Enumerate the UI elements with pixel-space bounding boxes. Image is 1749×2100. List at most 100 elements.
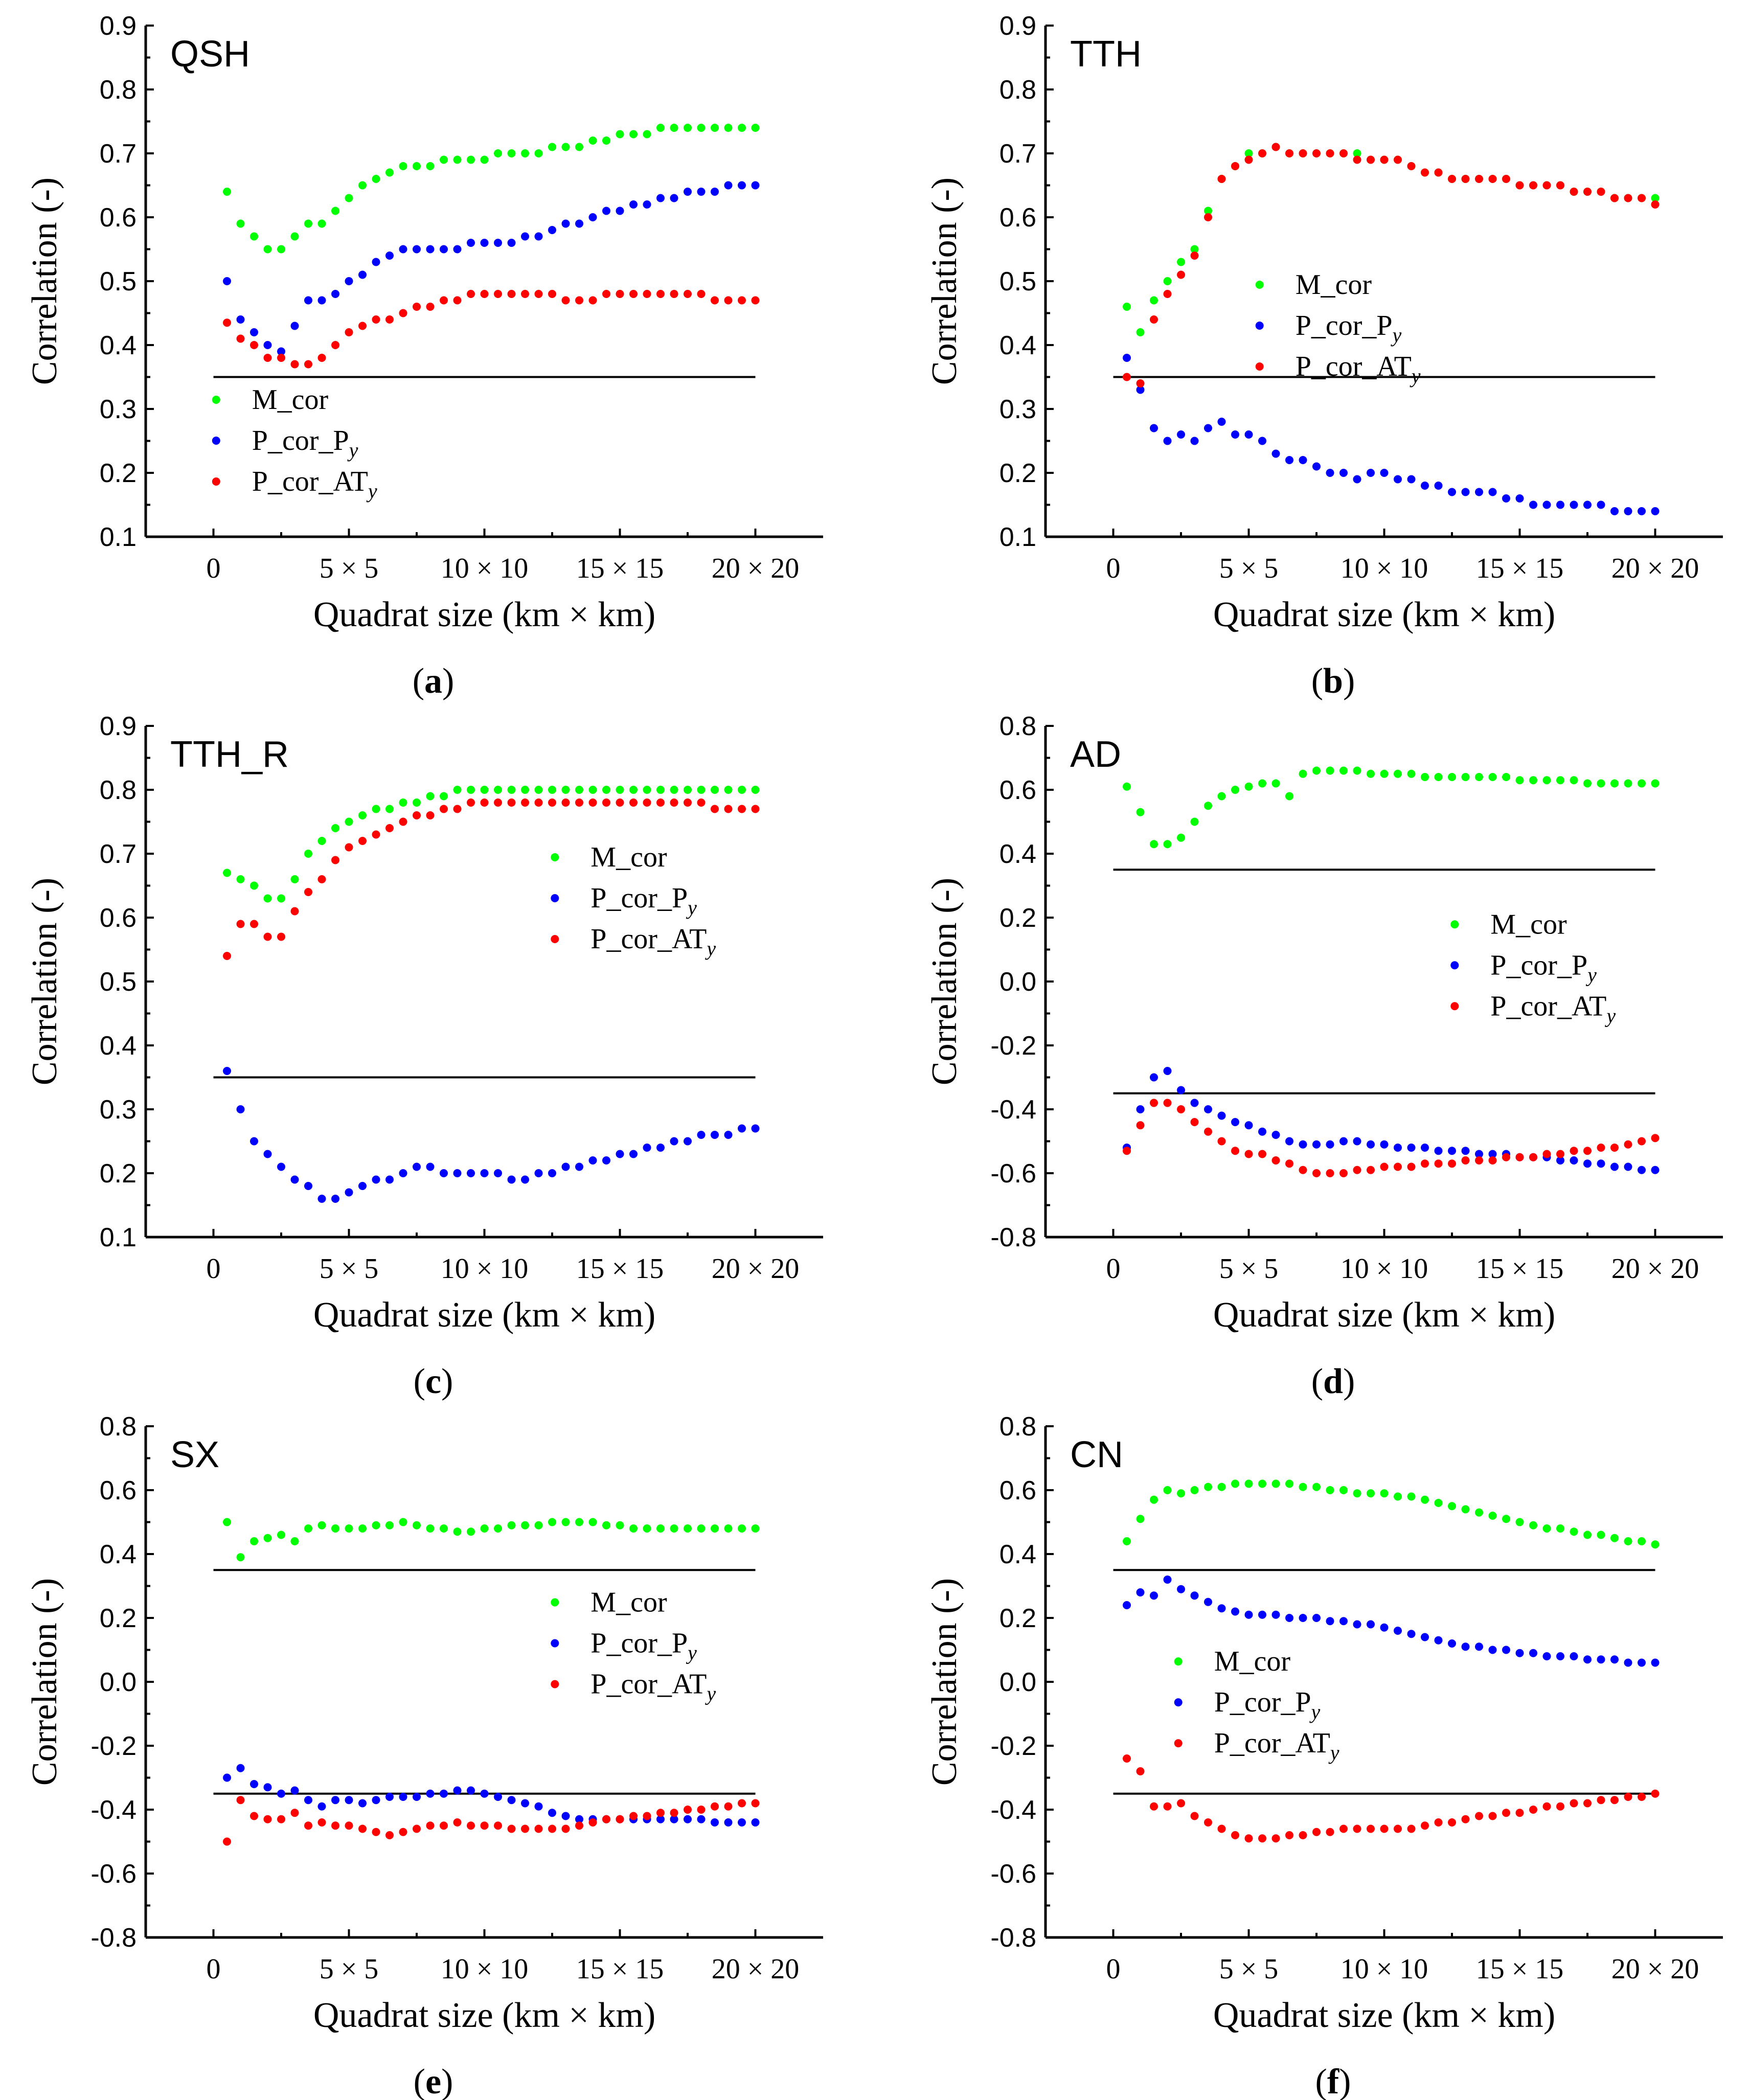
data-point: [738, 296, 746, 305]
data-point: [1163, 1486, 1172, 1494]
data-point: [548, 290, 556, 298]
data-point: [1177, 1086, 1185, 1094]
legend-item-p-cor-py: P_cor_Py: [252, 425, 358, 462]
legend-item-p-cor-py: P_cor_Py: [1214, 1686, 1321, 1723]
data-point: [1177, 1799, 1185, 1808]
data-point: [1312, 462, 1321, 471]
y-tick-label: 0.3: [100, 395, 137, 424]
data-point: [1529, 1649, 1537, 1657]
data-point: [290, 875, 299, 883]
data-point: [656, 1144, 665, 1152]
data-point: [1244, 1834, 1253, 1843]
data-point: [602, 290, 610, 298]
data-point: [1475, 1508, 1483, 1517]
data-point: [1177, 258, 1185, 266]
data-point: [1556, 500, 1564, 509]
data-point: [1475, 1150, 1483, 1158]
data-point: [494, 149, 502, 157]
data-point: [521, 149, 529, 157]
legend-subscript: y: [686, 896, 697, 919]
data-point: [1651, 1658, 1660, 1667]
data-point: [1150, 1591, 1158, 1600]
data-point: [643, 798, 651, 807]
data-point: [453, 155, 462, 164]
data-point: [602, 207, 610, 215]
series-p-cor-aty: [1123, 1754, 1660, 1843]
panel-caption-letter: f: [1327, 2062, 1339, 2100]
data-point: [521, 290, 529, 298]
data-point: [223, 318, 231, 327]
y-tick-label: -0.8: [90, 1923, 137, 1953]
data-point: [494, 239, 502, 247]
data-point: [602, 1815, 610, 1823]
x-tick-label: 15 × 15: [576, 1953, 664, 1985]
legend-marker: [1450, 961, 1459, 970]
data-point: [670, 290, 678, 298]
legend-subscript: y: [1410, 364, 1421, 387]
data-point: [1570, 1652, 1578, 1660]
data-point: [1624, 1140, 1632, 1149]
legend-marker: [1255, 281, 1264, 289]
data-point: [1163, 1099, 1172, 1107]
data-point: [250, 232, 258, 241]
series-m-cor: [223, 124, 760, 254]
data-point: [1177, 270, 1185, 279]
data-point: [711, 1131, 719, 1139]
data-point: [1339, 1137, 1348, 1146]
data-point: [358, 811, 367, 819]
data-point: [1231, 162, 1239, 170]
data-point: [413, 1162, 421, 1171]
x-tick-label: 20 × 20: [1611, 1253, 1699, 1285]
data-point: [1123, 782, 1131, 791]
data-point: [1502, 494, 1510, 503]
data-point: [1421, 1633, 1429, 1641]
y-tick-label: 0.1: [100, 1223, 137, 1252]
legend-item-p-cor-aty: P_cor_ATy: [1490, 990, 1616, 1027]
data-point: [480, 155, 489, 164]
data-point: [711, 805, 719, 813]
data-point: [1150, 315, 1158, 324]
data-point: [1434, 1818, 1443, 1827]
x-axis-title: Quadrat size (km × km): [1213, 1996, 1555, 2035]
data-point: [1380, 1489, 1389, 1498]
y-tick-label: 0.6: [1000, 775, 1036, 805]
data-point: [575, 1815, 583, 1823]
y-tick-label: 0.4: [1000, 331, 1036, 360]
data-point: [236, 1764, 245, 1772]
data-point: [236, 1796, 245, 1805]
data-point: [1407, 475, 1416, 484]
data-point: [480, 1821, 489, 1830]
data-point: [440, 245, 448, 254]
data-point: [372, 1796, 380, 1805]
data-point: [1421, 1495, 1429, 1504]
data-point: [1556, 1652, 1564, 1660]
data-point: [588, 1518, 597, 1526]
data-point: [413, 1824, 421, 1833]
data-point: [711, 296, 719, 305]
data-point: [1367, 1620, 1375, 1629]
data-point: [616, 130, 624, 139]
data-point: [1542, 1524, 1551, 1533]
x-tick-label: 0: [1106, 1953, 1121, 1985]
legend-item-p-cor-aty: P_cor_ATy: [590, 923, 716, 960]
data-point: [1475, 488, 1483, 496]
legend-subscript: y: [705, 1682, 716, 1705]
x-axis-title: Quadrat size (km × km): [313, 1996, 655, 2035]
data-point: [1367, 769, 1375, 778]
data-point: [616, 798, 624, 807]
x-tick-label: 10 × 10: [441, 1253, 529, 1285]
data-point: [1136, 1105, 1145, 1113]
data-point: [494, 786, 502, 794]
y-tick-label: 0.8: [1000, 1412, 1036, 1442]
data-point: [304, 360, 312, 369]
data-point: [1339, 766, 1348, 775]
data-point: [1421, 1144, 1429, 1152]
data-point: [1434, 1147, 1443, 1155]
data-point: [1421, 1821, 1429, 1830]
data-point: [643, 1524, 651, 1533]
y-tick-label: 0.3: [100, 1095, 137, 1125]
data-point: [1258, 1150, 1266, 1158]
data-point: [1597, 500, 1605, 509]
data-point: [1163, 437, 1172, 445]
data-point: [1271, 1834, 1280, 1843]
